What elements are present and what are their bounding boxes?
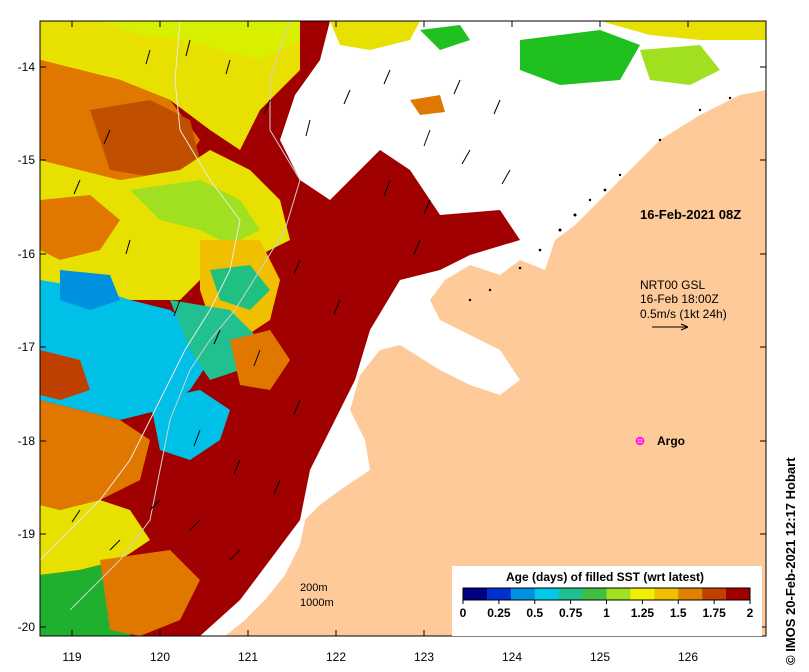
- isobath-200-label: 200m: [300, 582, 328, 594]
- colorbar-tick-label: 0.25: [487, 606, 511, 620]
- colorbar-tick-label: 2: [747, 606, 754, 620]
- current-scale-arrowhead: [680, 323, 689, 331]
- colorbar-title: Age (days) of filled SST (wrt latest): [506, 570, 704, 584]
- y-tick-label: -19: [18, 527, 36, 541]
- y-tick-label: -20: [18, 620, 36, 634]
- y-axis-labels: -14 -15 -16 -17 -18 -19 -20: [18, 60, 36, 634]
- x-tick-label: 121: [238, 650, 258, 664]
- sst-age-field: [40, 21, 520, 636]
- colorbar-swatch: [606, 588, 631, 600]
- timestamp-label: 16-Feb-2021 08Z: [640, 207, 741, 222]
- x-tick-label: 125: [590, 650, 610, 664]
- colorbar-tick-label: 1.25: [631, 606, 655, 620]
- y-tick-label: -17: [18, 340, 36, 354]
- current-legend: NRT00 GSL 16-Feb 18:00Z 0.5m/s (1kt 24h): [640, 278, 727, 331]
- x-tick-label: 122: [326, 650, 346, 664]
- colorbar-tick-label: 0.5: [526, 606, 543, 620]
- isobath-legend: 200m 1000m: [300, 582, 334, 609]
- credit-label: © IMOS 20-Feb-2021 12:17 Hobart: [783, 457, 798, 665]
- colorbar-tick-label: 1.5: [670, 606, 687, 620]
- colorbar-swatch: [582, 588, 607, 600]
- x-axis-labels: 119 120 121 122 123 124 125 126: [62, 650, 698, 664]
- x-tick-label: 126: [678, 650, 698, 664]
- colorbar-ticks: 0 0.25 0.5 0.75 1 1.25 1.5 1.75 2: [460, 600, 754, 620]
- colorbar-swatch: [678, 588, 703, 600]
- axis-ticks: [40, 21, 766, 636]
- plot-frame: [39, 20, 767, 637]
- colorbar-swatch: [510, 588, 536, 600]
- colorbar-swatch: [558, 588, 584, 600]
- colorbar-swatch: [486, 588, 512, 600]
- isobath-1000-label: 1000m: [300, 597, 334, 609]
- y-tick-label: -14: [18, 60, 36, 74]
- sst-age-patches-ne: [330, 21, 766, 115]
- current-legend-line2: 16-Feb 18:00Z: [640, 292, 719, 306]
- x-tick-label: 119: [62, 650, 81, 664]
- colorbar-tick-label: 1: [603, 606, 610, 620]
- x-tick-label: 120: [150, 650, 170, 664]
- colorbar-tick-label: 1.75: [702, 606, 726, 620]
- y-tick-label: -18: [18, 434, 36, 448]
- colorbar-tick-label: 0.75: [559, 606, 583, 620]
- x-tick-label: 123: [414, 650, 434, 664]
- colorbar-swatch: [534, 588, 560, 600]
- coast-islands: [468, 96, 732, 302]
- current-legend-line1: NRT00 GSL: [640, 278, 705, 292]
- colorbar-swatch: [463, 588, 488, 600]
- y-tick-label: -16: [18, 247, 36, 261]
- land-mass: [225, 90, 766, 636]
- colorbar-swatch: [726, 588, 751, 600]
- x-tick-label: 124: [502, 650, 522, 664]
- isobath-lines: [40, 21, 301, 611]
- colorbar-tick-label: 0: [460, 606, 467, 620]
- y-tick-label: -15: [18, 153, 36, 167]
- colorbar-swatches: [463, 588, 751, 600]
- argo-float-marker: [635, 436, 645, 446]
- current-vectors: [71, 39, 511, 561]
- colorbar-swatch: [702, 588, 727, 600]
- argo-label: Argo: [657, 434, 685, 448]
- current-legend-line3: 0.5m/s (1kt 24h): [640, 307, 727, 321]
- colorbar-swatch: [630, 588, 655, 600]
- colorbar-swatch: [654, 588, 679, 600]
